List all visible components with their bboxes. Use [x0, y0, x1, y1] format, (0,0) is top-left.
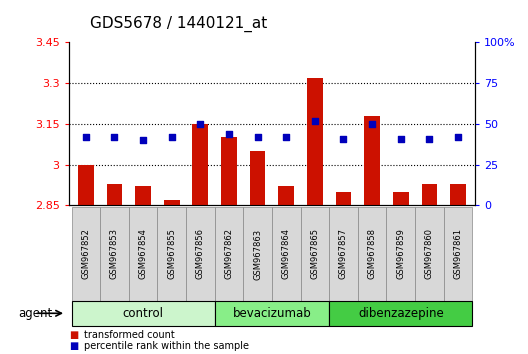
Point: [368, 121, 376, 127]
Point: [425, 136, 433, 141]
Bar: [450, 184, 466, 205]
Bar: [393, 192, 409, 205]
Bar: [307, 78, 323, 205]
Text: dibenzazepine: dibenzazepine: [358, 307, 444, 320]
Text: GSM967865: GSM967865: [310, 228, 319, 280]
Bar: [336, 192, 351, 205]
Bar: [250, 151, 266, 205]
Text: GSM967853: GSM967853: [110, 228, 119, 280]
Text: GSM967864: GSM967864: [282, 228, 291, 280]
Bar: [278, 186, 294, 205]
Point: [82, 134, 90, 140]
Text: GSM967852: GSM967852: [81, 229, 90, 279]
Text: GSM967855: GSM967855: [167, 229, 176, 279]
Bar: [78, 165, 93, 205]
Bar: [164, 200, 180, 205]
Text: GSM967854: GSM967854: [138, 229, 148, 279]
Bar: [193, 124, 208, 205]
Point: [310, 118, 319, 124]
Text: control: control: [122, 307, 164, 320]
Text: ■: ■: [69, 341, 78, 351]
Text: transformed count: transformed count: [84, 330, 175, 339]
Text: bevacizumab: bevacizumab: [232, 307, 312, 320]
Text: ■: ■: [69, 330, 78, 339]
Text: GSM967862: GSM967862: [224, 228, 233, 280]
Point: [110, 134, 119, 140]
Point: [282, 134, 290, 140]
Text: GSM967858: GSM967858: [367, 228, 376, 280]
Text: GSM967863: GSM967863: [253, 228, 262, 280]
Point: [139, 137, 147, 143]
Text: GSM967859: GSM967859: [396, 229, 406, 279]
Point: [253, 134, 262, 140]
Point: [397, 136, 405, 141]
Bar: [135, 186, 151, 205]
Bar: [221, 137, 237, 205]
Bar: [364, 116, 380, 205]
Text: percentile rank within the sample: percentile rank within the sample: [84, 341, 250, 351]
Bar: [421, 184, 437, 205]
Text: GSM967856: GSM967856: [196, 228, 205, 280]
Point: [340, 136, 348, 141]
Text: agent: agent: [18, 307, 53, 320]
Text: GSM967857: GSM967857: [339, 228, 348, 280]
Text: GDS5678 / 1440121_at: GDS5678 / 1440121_at: [90, 16, 267, 32]
Point: [167, 134, 176, 140]
Point: [225, 131, 233, 137]
Text: GSM967861: GSM967861: [454, 228, 463, 280]
Point: [196, 121, 204, 127]
Bar: [107, 184, 122, 205]
Text: GSM967860: GSM967860: [425, 228, 434, 280]
Point: [454, 134, 462, 140]
